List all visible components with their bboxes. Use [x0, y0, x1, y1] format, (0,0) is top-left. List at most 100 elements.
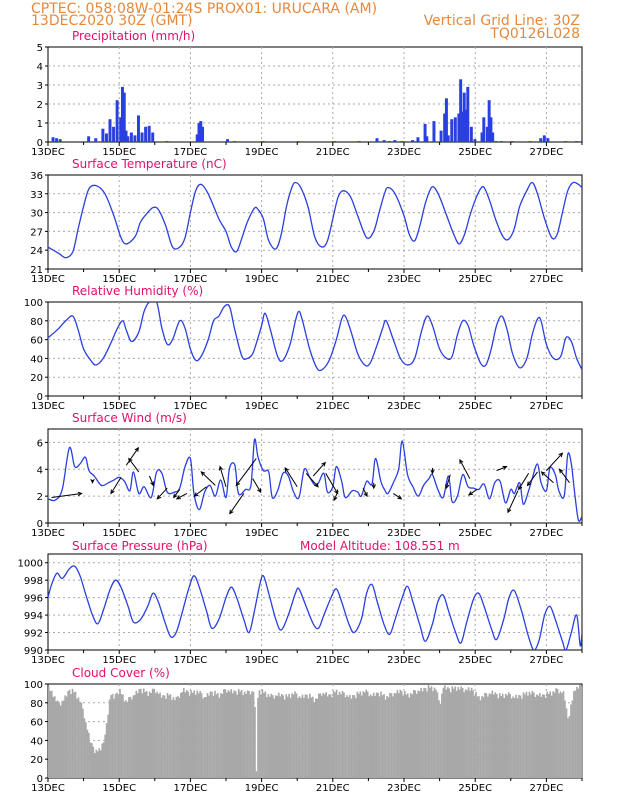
cloud-bar	[501, 693, 504, 778]
cloud-bar	[157, 694, 160, 778]
wind-arrow	[526, 471, 538, 487]
cloud-bar	[231, 693, 234, 778]
wind-arrow	[284, 466, 298, 488]
cloud-bar	[59, 705, 62, 778]
cloud-bar	[537, 695, 540, 778]
cloud-bar	[519, 695, 522, 778]
temperature-xtick-label: 27DEC	[530, 274, 564, 285]
precip-bar	[411, 140, 415, 142]
humidity-xtick-label: 15DEC	[102, 401, 136, 412]
cloud-bar	[504, 693, 507, 778]
cloud-bar	[513, 698, 516, 778]
wind-arrow	[312, 461, 326, 477]
cloud-bar	[93, 753, 96, 778]
cloud-bar	[546, 691, 549, 778]
cloud-bar	[185, 690, 188, 778]
cloud-bar	[193, 690, 195, 778]
cloud-bar	[282, 695, 284, 778]
precip-bar	[104, 133, 108, 142]
header-date: 13DEC2020 30Z (GMT)	[31, 13, 193, 29]
humidity-series-line	[48, 302, 582, 372]
cloud-xtick-label: 17DEC	[174, 783, 208, 794]
precip-bar	[140, 132, 144, 142]
cloud-bar	[58, 703, 61, 778]
precip-bar	[58, 139, 62, 142]
header-vertical-grid-line: Vertical Grid Line: 30Z	[423, 13, 580, 29]
wind-arrow	[305, 472, 319, 488]
wind-arrow	[200, 471, 216, 486]
cloud-bar	[555, 688, 557, 778]
wind-frame	[47, 428, 583, 524]
cloud-bar	[240, 689, 243, 778]
pressure-xtick-label: 21DEC	[316, 655, 350, 666]
precip-bar	[387, 141, 391, 142]
precipitation-xtick-label: 17DEC	[174, 147, 208, 158]
cloud-bar	[522, 692, 525, 778]
precip-bar	[423, 123, 427, 142]
cloud-bar	[125, 700, 127, 778]
temperature-ytick-label: 30	[30, 209, 43, 220]
cloud-bar	[573, 691, 575, 778]
temperature-xtick-label: 23DEC	[387, 274, 421, 285]
cloud-bar	[114, 693, 117, 778]
pressure-ytick-label: 996	[24, 594, 43, 605]
cloud-bar	[245, 693, 247, 778]
cloud-bar	[196, 690, 198, 778]
cloud-bar	[448, 688, 451, 778]
precip-bar	[462, 92, 466, 142]
wind-arrow	[175, 493, 188, 500]
panel-humidity: 0 20 40 60 80 100 13DEC 15DEC 17DEC 19DEC 21DEC 23D…	[24, 284, 583, 412]
wind-arrow	[325, 473, 339, 495]
cloud-bar	[460, 686, 462, 778]
cloud-bar	[279, 696, 282, 778]
cloud-bar	[396, 689, 399, 778]
cloud-bar	[358, 693, 360, 778]
pressure-frame	[47, 553, 583, 651]
temperature-xtick-label: 13DEC	[31, 274, 65, 285]
temperature-ytick-label: 24	[30, 246, 43, 257]
cloud-bar	[111, 693, 114, 778]
cloud-bar	[334, 692, 336, 778]
cloud-bar	[378, 696, 381, 778]
cloud-bar	[381, 695, 384, 778]
precipitation-xtick-label: 21DEC	[316, 147, 350, 158]
precipitation-ytick-label: 5	[37, 43, 43, 54]
temperature-frame	[47, 174, 583, 270]
cloud-bar	[129, 696, 132, 778]
cloud-bar	[277, 692, 280, 778]
cloud-bar	[117, 694, 120, 778]
cloud-bar	[67, 691, 69, 778]
cloud-bar	[209, 691, 212, 778]
cloud-title: Cloud Cover (%)	[72, 666, 170, 680]
cloud-bar	[387, 697, 390, 778]
cloud-bar	[455, 690, 458, 778]
cloud-bar	[217, 692, 219, 778]
cloud-bar	[476, 696, 479, 778]
cloud-bar	[380, 691, 382, 778]
precip-bar	[457, 113, 461, 142]
cloud-bar	[283, 699, 286, 778]
cloud-bar	[360, 695, 363, 778]
wind-arrow	[445, 474, 451, 490]
cloud-bar	[406, 693, 409, 778]
wind-arrow	[333, 490, 339, 502]
temperature-xtick-label: 19DEC	[245, 274, 279, 285]
cloud-bar	[258, 690, 261, 778]
cloud-bar	[521, 698, 523, 778]
temperature-ytick-label: 36	[30, 171, 43, 182]
cloud-bar	[131, 699, 133, 778]
cloud-bar	[70, 693, 72, 778]
precip-bar	[482, 117, 486, 142]
cloud-bar	[500, 695, 503, 778]
cloud-bar	[412, 690, 415, 778]
cloud-ytick-label: 60	[30, 718, 43, 729]
humidity-ytick-label: 80	[30, 317, 43, 328]
cloud-bar	[243, 691, 246, 778]
cloud-bar	[249, 694, 252, 778]
cloud-bar	[160, 697, 163, 778]
precip-bar	[129, 132, 133, 142]
panel-cloud: 0 20 40 60 80 100 13DEC 15DEC 17DEC 19DEC 21DEC 23D…	[24, 666, 583, 794]
cloud-bar	[208, 695, 210, 778]
wind-ytick-label: 2	[37, 492, 43, 503]
